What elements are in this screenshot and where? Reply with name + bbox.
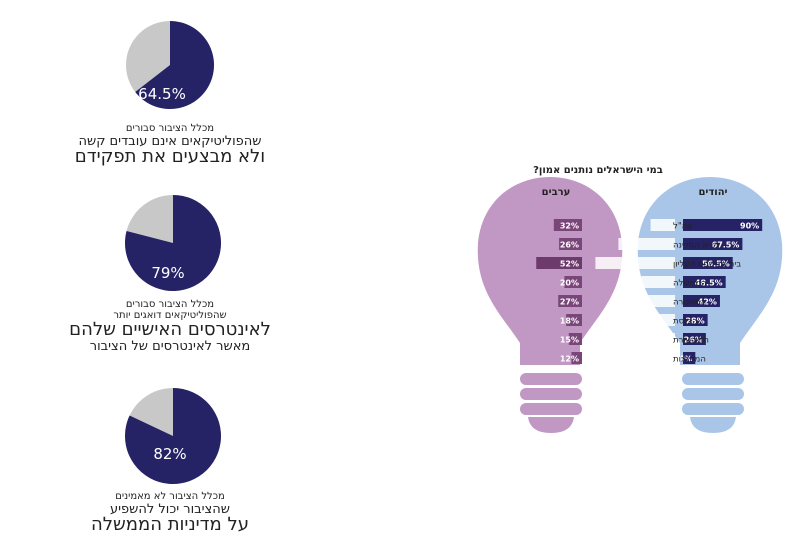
- bars-layer: 32% 90% צה"ל 26% 67.5%נשיא המדינה 52% 56.5%בית…: [536, 219, 763, 365]
- pie-caption-line3: ולא מבצעים את תפקידם: [74, 146, 266, 168]
- bar-label-jews: 26%: [684, 336, 703, 345]
- category-label: נשיא המדינה: [673, 241, 720, 251]
- pie-caption-line4: מאשר לאינטרסים של הציבור: [89, 338, 251, 354]
- category-label-bg: [618, 238, 675, 250]
- series-label-jews: יהודים: [698, 187, 727, 198]
- category-label: הכנסת: [673, 317, 698, 327]
- pie-block-3: 82% מכלל הציבור לא מאמינים שהציבור יכול …: [40, 382, 300, 535]
- chart-title: במי הישראלים נותנים אמון?: [533, 165, 663, 176]
- pie-value-slice: [125, 195, 222, 291]
- pie-chart-3: 82%: [125, 388, 222, 484]
- category-label: הממשלה: [673, 279, 707, 289]
- pie-value-label: 79%: [151, 264, 184, 282]
- arab-bulb: [477, 177, 623, 433]
- category-label-bg: [641, 295, 675, 307]
- bar-label-jews: 90%: [740, 222, 759, 231]
- category-label-bg: [636, 333, 675, 345]
- pie-caption-line1: מכלל הציבור לא מאמינים: [115, 491, 225, 502]
- pie-caption-line1: מכלל הציבור סבורים: [125, 123, 215, 134]
- pie-chart-1: 64.5%: [126, 21, 214, 109]
- pie-caption-line2: שהפוליטיקאים אינם עובדים קשה: [78, 133, 262, 149]
- pie-chart-2: 79%: [125, 195, 222, 291]
- pie-value-slice: [125, 388, 222, 484]
- category-label: בית המשפט העליון: [673, 260, 741, 270]
- bar-jews: [683, 352, 696, 364]
- category-label-bg: [595, 257, 675, 269]
- bar-jews: [683, 314, 708, 326]
- pie-caption-line2: שהציבור יכול להשפיע: [110, 501, 230, 517]
- bar-arabs: [553, 219, 582, 231]
- pie-value-label: 82%: [153, 445, 186, 463]
- bar-label-arabs: 52%: [560, 260, 579, 269]
- pie-caption-line3: לאינטרסים האישיים שלהם: [69, 319, 271, 340]
- bar-label-arabs: 15%: [560, 336, 579, 345]
- bar-arabs: [566, 314, 582, 326]
- pie-value-slice: [135, 21, 214, 109]
- category-label: התקשורת: [673, 336, 709, 346]
- bar-jews: [683, 276, 726, 288]
- bar-jews: [683, 257, 733, 269]
- bar-label-arabs: 32%: [560, 222, 579, 231]
- category-label: המשטרה: [673, 298, 706, 308]
- bar-jews: [683, 219, 763, 231]
- pie-value-label: 64.5%: [138, 85, 186, 103]
- bar-arabs: [571, 352, 582, 364]
- category-label: צה"ל: [673, 222, 692, 232]
- bar-label-jews: 28%: [685, 317, 704, 326]
- bar-arabs: [564, 276, 582, 288]
- bar-label-arabs: 27%: [560, 298, 579, 307]
- bar-arabs: [559, 238, 582, 250]
- category-label: המפלגות: [673, 355, 706, 365]
- bar-label-arabs: 12%: [560, 355, 579, 364]
- bar-arabs: [536, 257, 582, 269]
- category-label-bg: [641, 276, 675, 288]
- bar-label-jews: 48.5%: [695, 279, 723, 288]
- bar-label-arabs: 26%: [560, 241, 579, 250]
- bar-arabs: [568, 333, 582, 345]
- bar-jews: [683, 295, 720, 307]
- bar-label-jews: 42%: [698, 298, 717, 307]
- bar-label-jews: 56.5%: [702, 260, 730, 269]
- pie-caption-line2: שהפוליטיקאים דואגים יותר: [113, 309, 227, 321]
- bar-jews: [683, 333, 706, 345]
- bar-label-jews: 14%: [673, 355, 692, 364]
- bar-arabs: [558, 295, 582, 307]
- category-label-bg: [650, 219, 675, 231]
- series-label-arabs: ערבים: [542, 187, 571, 198]
- bar-jews: [683, 238, 743, 250]
- bar-label-arabs: 18%: [560, 317, 579, 326]
- bar-label-arabs: 20%: [560, 279, 579, 288]
- category-label-bg: [636, 352, 675, 364]
- bar-label-jews: 67.5%: [712, 241, 740, 250]
- pie-caption-line1: מכלל הציבור סבורים: [125, 299, 215, 310]
- category-label-bg: [646, 314, 675, 326]
- trust-bulb-chart: במי הישראלים נותנים אמון? ערבים יהודים 3…: [477, 165, 783, 433]
- pie-block-2: 79% מכלל הציבור סבורים שהפוליטיקאים דואג…: [40, 188, 300, 354]
- pie-block-1: 64.5% מכלל הציבור סבורים שהפוליטיקאים אי…: [40, 10, 300, 167]
- pie-caption-line3: על מדיניות הממשלה: [91, 514, 249, 535]
